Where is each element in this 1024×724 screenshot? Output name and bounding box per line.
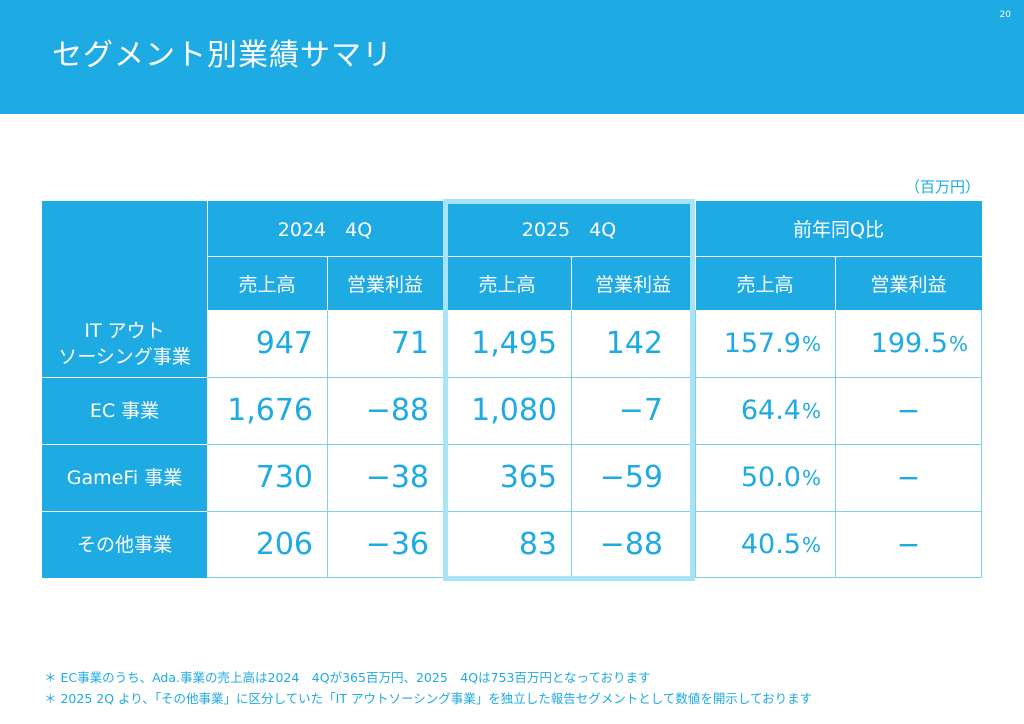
grid-line xyxy=(981,310,982,578)
grid-line xyxy=(835,310,836,578)
page-number: 20 xyxy=(999,10,1011,20)
page-title: セグメント別業績サマリ xyxy=(52,38,393,73)
grid-line xyxy=(207,511,982,512)
grid-line xyxy=(327,256,328,310)
grid-line xyxy=(571,256,572,310)
row-label-it-outsourcing: IT アウト ソーシング事業 xyxy=(42,310,207,377)
grid-line xyxy=(207,377,982,378)
cell-sales-2025: 83 xyxy=(443,511,571,578)
grid-line xyxy=(695,201,696,310)
cell-op-profit-yoy: − xyxy=(835,511,982,578)
percent-sign: % xyxy=(801,465,821,490)
footnote-ec-ada: ＊ EC事業のうち、Ada.事業の売上高は2024 4Qが365百万円、2025… xyxy=(44,670,651,685)
cell-sales-2025: 1,080 xyxy=(443,377,571,444)
subheader-op-profit-yoy: 営業利益 xyxy=(835,256,982,310)
grid-line xyxy=(207,256,982,257)
cell-op-profit-yoy: − xyxy=(835,444,982,511)
row-label-other: その他事業 xyxy=(42,511,207,578)
cell-op-profit-yoy: − xyxy=(835,377,982,444)
row-label-ec: EC 事業 xyxy=(42,377,207,444)
grid-line xyxy=(42,377,207,378)
grid-line xyxy=(327,310,328,578)
subheader-op-profit-2024: 営業利益 xyxy=(327,256,443,310)
grid-line xyxy=(443,310,444,578)
yoy-value: 199.5 xyxy=(870,328,948,359)
cell-sales-2025: 1,495 xyxy=(443,310,571,377)
cell-sales-2024: 947 xyxy=(207,310,327,377)
grid-line xyxy=(443,201,444,310)
grid-line xyxy=(571,310,572,578)
cell-op-profit-2024: −36 xyxy=(327,511,443,578)
subheader-sales-2025: 売上高 xyxy=(443,256,571,310)
row-label-line: ソーシング事業 xyxy=(58,345,191,368)
title-bar: セグメント別業績サマリ 20 xyxy=(0,0,1024,114)
unit-label: （百万円） xyxy=(904,178,980,196)
subheader-sales-yoy: 売上高 xyxy=(695,256,835,310)
cell-op-profit-2024: 71 xyxy=(327,310,443,377)
grid-line xyxy=(207,577,982,578)
cell-sales-yoy: 50.0% xyxy=(695,444,835,511)
cell-op-profit-2025: 142 xyxy=(571,310,695,377)
cell-sales-2024: 1,676 xyxy=(207,377,327,444)
cell-sales-2025: 365 xyxy=(443,444,571,511)
period-header-2024-4q: 2024 4Q xyxy=(207,201,443,256)
cell-sales-2024: 730 xyxy=(207,444,327,511)
period-header-yoy: 前年同Q比 xyxy=(695,201,982,256)
cell-op-profit-2025: −59 xyxy=(571,444,695,511)
grid-line xyxy=(42,444,207,445)
grid-line xyxy=(207,201,208,310)
percent-sign: % xyxy=(948,331,968,356)
yoy-value: 64.4 xyxy=(740,395,801,426)
grid-line xyxy=(42,511,207,512)
subheader-op-profit-2025: 営業利益 xyxy=(571,256,695,310)
percent-sign: % xyxy=(801,398,821,423)
cell-sales-yoy: 157.9% xyxy=(695,310,835,377)
row-label-line: その他事業 xyxy=(76,533,172,556)
cell-op-profit-2024: −88 xyxy=(327,377,443,444)
grid-line xyxy=(695,310,696,578)
grid-line xyxy=(207,444,982,445)
percent-sign: % xyxy=(801,532,821,557)
cell-sales-yoy: 64.4% xyxy=(695,377,835,444)
period-header-2025-4q: 2025 4Q xyxy=(443,201,695,256)
cell-op-profit-2025: −88 xyxy=(571,511,695,578)
row-label-line: EC 事業 xyxy=(89,399,160,422)
row-label-line: IT アウト xyxy=(84,319,165,342)
row-label-gamefi: GameFi 事業 xyxy=(42,444,207,511)
yoy-value: 157.9 xyxy=(723,328,801,359)
cell-op-profit-2024: −38 xyxy=(327,444,443,511)
percent-sign: % xyxy=(801,331,821,356)
table-corner-cell xyxy=(42,201,207,310)
yoy-value: 40.5 xyxy=(740,529,801,560)
subheader-sales-2024: 売上高 xyxy=(207,256,327,310)
yoy-value: 50.0 xyxy=(740,462,801,493)
cell-sales-yoy: 40.5% xyxy=(695,511,835,578)
cell-op-profit-yoy: 199.5% xyxy=(835,310,982,377)
grid-line xyxy=(835,256,836,310)
cell-sales-2024: 206 xyxy=(207,511,327,578)
footnote-segment-change: ＊ 2025 2Q より、「その他事業」に区分していた「IT アウトソーシング事… xyxy=(44,691,813,706)
row-label-line: GameFi 事業 xyxy=(66,466,183,489)
cell-op-profit-2025: −7 xyxy=(571,377,695,444)
